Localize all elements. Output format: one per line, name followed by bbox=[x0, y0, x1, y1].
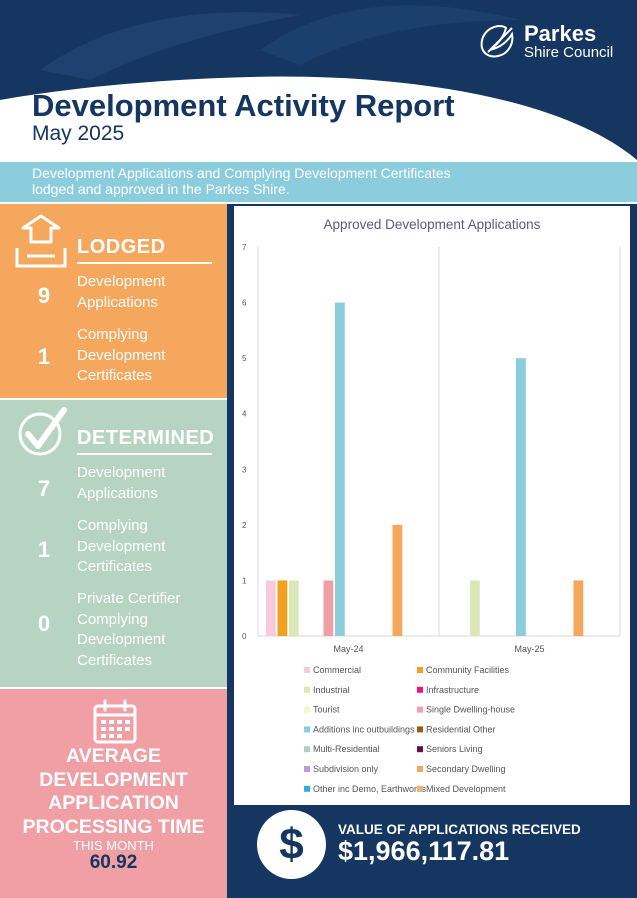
legend-label: Additions inc outbuildings bbox=[313, 724, 415, 734]
intro-line-2: lodged and approved in the Parkes Shire. bbox=[32, 181, 290, 197]
bar bbox=[277, 580, 288, 636]
legend-swatch bbox=[304, 667, 310, 673]
determined-private-count: 0 bbox=[37, 611, 51, 636]
legend-label: Industrial bbox=[313, 685, 350, 695]
legend-swatch bbox=[304, 706, 310, 713]
legend-swatch bbox=[304, 766, 310, 772]
bar bbox=[335, 302, 345, 636]
y-tick-label: 7 bbox=[242, 243, 247, 252]
lodged-da-count: 9 bbox=[37, 283, 51, 308]
legend-label: Other inc Demo, Earthworks bbox=[313, 784, 427, 794]
bar bbox=[470, 580, 480, 636]
lodged-underline bbox=[77, 262, 212, 264]
approved-applications-chart: Approved Development Applications 0 1 2 3 4 5 6… bbox=[242, 217, 621, 794]
lodged-title: LODGED bbox=[77, 236, 166, 258]
legend-swatch bbox=[304, 785, 310, 792]
bar bbox=[266, 580, 276, 636]
average-time-title: AVERAGE DEVELOPMENT APPLICATION PROCESSI… bbox=[22, 745, 205, 838]
y-tick-label: 2 bbox=[242, 521, 247, 530]
chart-title: Approved Development Applications bbox=[324, 217, 541, 232]
council-logo: Parkes Shire Council bbox=[478, 22, 613, 60]
determined-cdc-label: Complying Development Certificates bbox=[77, 517, 166, 575]
determined-cdc-count: 1 bbox=[37, 537, 51, 562]
report-title: Development Activity Report bbox=[32, 88, 455, 123]
lodged-cdc-label: Complying Development Certificates bbox=[77, 326, 166, 384]
legend-label: Seniors Living bbox=[426, 744, 483, 754]
y-tick-label: 3 bbox=[242, 465, 247, 474]
average-time-panel bbox=[0, 689, 227, 898]
legend-swatch bbox=[417, 667, 423, 673]
legend-label: Infrastructure bbox=[426, 685, 479, 695]
legend-label: Subdivision only bbox=[313, 764, 379, 774]
bar bbox=[516, 358, 526, 636]
determined-title: DETERMINED bbox=[77, 427, 215, 449]
legend-label: Residential Other bbox=[426, 724, 496, 734]
checkmark-circle-icon bbox=[18, 407, 67, 456]
average-time-value: 60.92 bbox=[89, 852, 138, 873]
legend-label: Single Dwelling-house bbox=[426, 705, 515, 715]
x-tick-label: May-25 bbox=[514, 644, 544, 654]
legend-swatch bbox=[417, 746, 423, 753]
legend-label: Mixed Development bbox=[426, 784, 506, 794]
legend-label: Commercial bbox=[313, 665, 361, 675]
lodged-cdc-count: 1 bbox=[37, 344, 51, 369]
bar bbox=[573, 580, 584, 636]
bar bbox=[289, 580, 299, 636]
value-received-amount: $1,966,117.81 bbox=[338, 836, 510, 866]
y-tick-label: 1 bbox=[242, 576, 247, 585]
bar bbox=[323, 580, 334, 636]
y-tick-label: 0 bbox=[242, 632, 247, 641]
legend-swatch bbox=[417, 726, 423, 733]
legend-label: Multi-Residential bbox=[313, 744, 380, 754]
determined-panel: DETERMINED 7 Development Applications 1 … bbox=[0, 400, 227, 687]
determined-underline bbox=[77, 453, 212, 455]
legend-swatch bbox=[304, 686, 310, 693]
legend-swatch bbox=[417, 785, 423, 792]
legend-swatch bbox=[417, 766, 423, 772]
legend-swatch bbox=[304, 746, 310, 753]
y-tick-label: 6 bbox=[242, 299, 247, 308]
intro-banner: Development Applications and Complying D… bbox=[0, 162, 637, 202]
legend-label: Tourist bbox=[313, 705, 340, 715]
logo-subtitle: Shire Council bbox=[524, 43, 614, 61]
value-received-label: VALUE OF APPLICATIONS RECEIVED bbox=[338, 822, 581, 837]
determined-private-label: Private Certifier Complying Development … bbox=[77, 590, 181, 669]
report-header: Parkes Shire Council Development Activit… bbox=[0, 0, 637, 160]
legend-swatch bbox=[304, 726, 310, 733]
intro-line-1: Development Applications and Complying D… bbox=[32, 165, 451, 181]
chart-container: Approved Development Applications 0 1 2 3 4 5 6… bbox=[234, 206, 630, 805]
lodged-panel: LODGED 9 Development Applications 1 Comp… bbox=[0, 204, 227, 398]
y-tick-label: 4 bbox=[242, 410, 247, 419]
legend-swatch bbox=[417, 686, 423, 693]
calendar-icon bbox=[93, 699, 137, 744]
legend-label: Secondary Dwelling bbox=[426, 764, 506, 774]
legend-swatch bbox=[417, 706, 423, 713]
y-tick-label: 5 bbox=[242, 354, 247, 363]
header-background bbox=[0, 0, 637, 160]
x-tick-label: May-24 bbox=[333, 644, 363, 654]
determined-da-label: Development Applications bbox=[77, 464, 166, 502]
bar bbox=[392, 524, 403, 636]
determined-da-count: 7 bbox=[37, 476, 51, 501]
lodged-da-label: Development Applications bbox=[77, 273, 166, 311]
upload-tray-icon bbox=[15, 214, 67, 268]
leaf-logo-icon bbox=[480, 24, 514, 58]
logo-name: Parkes bbox=[524, 20, 597, 46]
report-month: May 2025 bbox=[32, 122, 125, 145]
average-time-subtitle: THIS MONTH bbox=[73, 838, 154, 853]
dollar-icon: $ bbox=[257, 810, 326, 879]
legend-label: Community Facilities bbox=[426, 665, 510, 675]
